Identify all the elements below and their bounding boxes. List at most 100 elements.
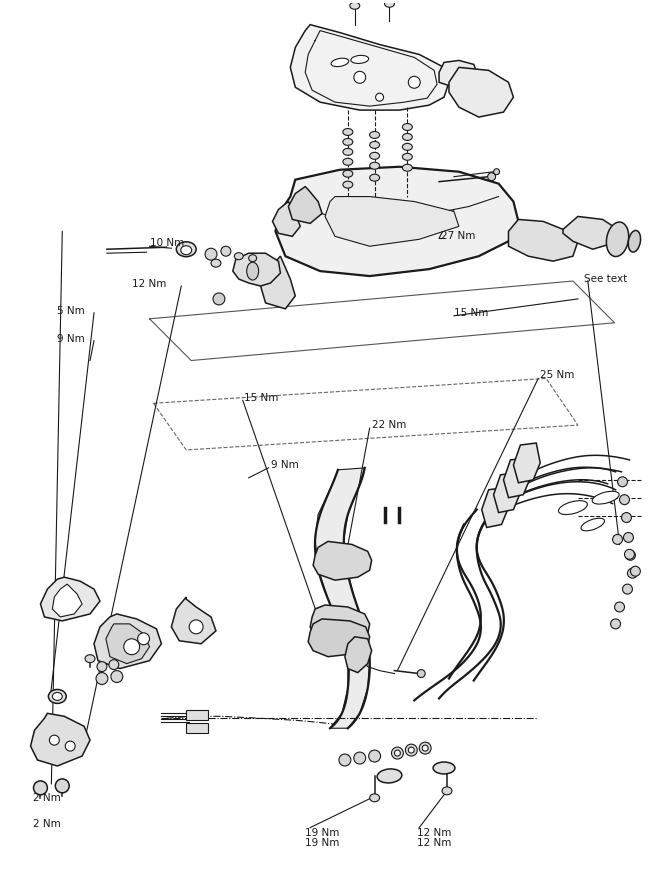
Circle shape: [617, 477, 627, 486]
Circle shape: [422, 745, 428, 751]
Text: 22 Nm: 22 Nm: [372, 421, 406, 430]
Text: 2 Nm: 2 Nm: [32, 793, 60, 803]
Circle shape: [613, 535, 623, 544]
Circle shape: [339, 754, 351, 766]
Circle shape: [625, 551, 635, 560]
Ellipse shape: [343, 149, 353, 155]
Text: 15 Nm: 15 Nm: [454, 307, 488, 318]
Circle shape: [488, 173, 496, 181]
Text: 19 Nm: 19 Nm: [305, 828, 339, 838]
Polygon shape: [94, 614, 161, 668]
Text: 2 Nm: 2 Nm: [32, 819, 60, 829]
Ellipse shape: [442, 787, 452, 795]
Circle shape: [409, 748, 415, 753]
Circle shape: [494, 168, 500, 175]
Ellipse shape: [403, 134, 413, 141]
Ellipse shape: [403, 153, 413, 160]
Polygon shape: [171, 597, 216, 644]
Ellipse shape: [343, 138, 353, 145]
Circle shape: [395, 750, 401, 756]
Polygon shape: [52, 584, 82, 617]
Text: 5 Nm: 5 Nm: [57, 306, 85, 315]
Circle shape: [405, 744, 417, 756]
Ellipse shape: [370, 794, 380, 802]
Polygon shape: [40, 577, 100, 621]
Ellipse shape: [343, 128, 353, 135]
Ellipse shape: [628, 231, 641, 252]
Circle shape: [627, 568, 637, 578]
Ellipse shape: [370, 152, 380, 159]
Polygon shape: [482, 487, 509, 527]
Polygon shape: [315, 468, 370, 728]
Circle shape: [205, 249, 217, 260]
Text: 27 Nm: 27 Nm: [441, 232, 475, 241]
Ellipse shape: [351, 55, 368, 63]
Circle shape: [97, 662, 107, 672]
Circle shape: [213, 293, 225, 305]
Circle shape: [109, 659, 119, 670]
Circle shape: [409, 77, 420, 88]
Polygon shape: [233, 253, 281, 286]
Polygon shape: [313, 542, 372, 580]
Circle shape: [623, 584, 633, 594]
Ellipse shape: [85, 655, 95, 663]
Ellipse shape: [558, 501, 587, 514]
Polygon shape: [439, 61, 478, 90]
Polygon shape: [272, 201, 301, 236]
Circle shape: [615, 602, 625, 612]
Polygon shape: [310, 605, 370, 644]
Ellipse shape: [403, 143, 413, 151]
Polygon shape: [325, 197, 459, 246]
Polygon shape: [308, 619, 370, 657]
Polygon shape: [503, 458, 530, 498]
Text: 12 Nm: 12 Nm: [417, 838, 451, 847]
Ellipse shape: [211, 259, 221, 267]
Circle shape: [417, 670, 425, 677]
Polygon shape: [275, 167, 519, 276]
Ellipse shape: [370, 162, 380, 169]
Text: 15 Nm: 15 Nm: [244, 393, 278, 404]
Polygon shape: [513, 443, 540, 483]
Ellipse shape: [48, 690, 67, 703]
Circle shape: [611, 619, 621, 629]
Text: 10 Nm: 10 Nm: [150, 238, 184, 249]
Text: 9 Nm: 9 Nm: [57, 333, 85, 344]
Ellipse shape: [606, 222, 629, 257]
Polygon shape: [291, 25, 449, 110]
Text: 12 Nm: 12 Nm: [132, 279, 166, 289]
Circle shape: [376, 94, 384, 102]
Ellipse shape: [246, 262, 258, 280]
Circle shape: [354, 752, 366, 764]
Ellipse shape: [181, 246, 192, 255]
Ellipse shape: [177, 241, 196, 257]
Circle shape: [625, 550, 635, 560]
Ellipse shape: [248, 255, 256, 262]
Circle shape: [138, 633, 150, 645]
Ellipse shape: [581, 519, 604, 531]
Polygon shape: [509, 219, 578, 261]
Polygon shape: [563, 217, 617, 249]
Circle shape: [619, 495, 629, 504]
Text: See text: See text: [584, 274, 627, 284]
Ellipse shape: [370, 132, 380, 138]
Ellipse shape: [343, 159, 353, 165]
Circle shape: [623, 533, 633, 543]
Circle shape: [96, 673, 108, 684]
Circle shape: [631, 567, 641, 576]
Ellipse shape: [377, 769, 402, 783]
Text: 9 Nm: 9 Nm: [270, 460, 299, 470]
Polygon shape: [449, 68, 513, 117]
Ellipse shape: [385, 0, 395, 7]
Ellipse shape: [331, 58, 349, 67]
Text: 25 Nm: 25 Nm: [540, 371, 575, 380]
Ellipse shape: [592, 491, 619, 504]
Circle shape: [34, 781, 47, 795]
Text: 19 Nm: 19 Nm: [305, 838, 339, 847]
Polygon shape: [106, 624, 150, 664]
Circle shape: [391, 748, 403, 759]
Circle shape: [189, 620, 203, 634]
Polygon shape: [494, 473, 521, 512]
Ellipse shape: [403, 164, 413, 171]
Bar: [186, 710, 208, 720]
Circle shape: [55, 779, 69, 793]
